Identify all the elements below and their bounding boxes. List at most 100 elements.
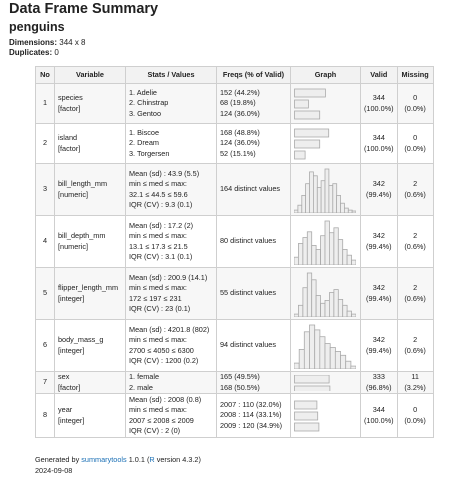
variable-name: species	[58, 93, 83, 102]
histogram-bar	[328, 184, 334, 213]
duplicates-line: Duplicates: 0	[9, 48, 59, 57]
stats-line: 172 ≤ 197 ≤ 231	[129, 293, 182, 303]
variable-name: bill_length_mm	[58, 179, 108, 188]
graph-cell	[290, 393, 361, 438]
stats-line: IQR (CV) : 2 (0)	[129, 426, 181, 435]
histogram-bar	[297, 204, 303, 213]
row-number: 4	[35, 215, 55, 268]
histogram-bar	[302, 286, 308, 317]
valid-count: 344	[372, 93, 385, 102]
frequency-bars	[294, 128, 330, 159]
stats-cell: Mean (sd) : 4201.8 (802) min ≤ med ≤ max:…	[125, 319, 217, 372]
freqs-cell: 55 distinct values	[216, 267, 291, 320]
freq-bar	[294, 411, 319, 420]
histogram-bar	[320, 179, 326, 213]
missing-count: 11	[411, 372, 419, 381]
graph-cell	[290, 319, 361, 372]
stats-line: min ≤ med ≤ max:	[129, 335, 187, 344]
histogram-bar	[305, 182, 310, 213]
missing-percent: (0.6%)	[404, 189, 426, 199]
histogram-bar	[315, 248, 321, 265]
variable-cell: body_mass_g [integer]	[54, 319, 126, 372]
version-text: 1.0.1 (	[126, 455, 150, 464]
histogram-bar	[351, 313, 356, 317]
variable-name: flipper_length_mm	[58, 283, 119, 292]
missing-count: 0	[413, 133, 418, 142]
table-body: 1 species [factor] 1. Adelie 2. Chinstrap 3. …	[35, 83, 434, 438]
missing-count: 0	[413, 405, 418, 414]
valid-count: 342	[372, 179, 385, 188]
freqs-line: 168 (50.5%)	[220, 382, 260, 392]
stats-line: 3. Gentoo	[129, 108, 162, 118]
stats-line: 3. Torgersen	[129, 148, 170, 158]
stats-line: IQR (CV) : 1200 (0.2)	[129, 356, 199, 365]
missing-cell: 2 (0.6%)	[396, 267, 434, 320]
histogram-bar	[311, 278, 317, 317]
missing-percent: (3.2%)	[404, 382, 426, 392]
histogram-bar	[329, 346, 336, 369]
variable-cell: year [integer]	[54, 393, 126, 438]
freqs-line: 68 (19.8%)	[220, 98, 256, 108]
freq-bar	[294, 139, 321, 148]
histogram-bar	[324, 168, 330, 213]
missing-cell: 0 (0.0%)	[396, 83, 434, 124]
variable-type: [factor]	[58, 143, 81, 153]
stats-line: Mean (sd) : 17.2 (2)	[129, 220, 194, 230]
missing-count: 2	[413, 283, 418, 292]
variable-cell: species [factor]	[54, 83, 126, 124]
histogram-bar	[312, 174, 318, 213]
stats-line: IQR (CV) : 9.3 (0.1)	[129, 200, 193, 209]
missing-count: 2	[413, 179, 418, 188]
histogram-bar	[306, 272, 313, 317]
r-link[interactable]: R	[149, 455, 155, 464]
histogram-bar	[351, 210, 356, 213]
valid-count: 344	[372, 405, 385, 414]
stats-line: 1. female	[129, 372, 160, 381]
stats-line: 13.1 ≤ 17.3 ≤ 21.5	[129, 241, 188, 251]
variable-cell: bill_length_mm [numeric]	[54, 163, 126, 216]
variable-cell: sex [factor]	[54, 371, 126, 394]
freqs-line: 80 distinct values	[220, 236, 276, 246]
valid-cell: 342 (99.4%)	[360, 163, 398, 216]
valid-count: 344	[372, 133, 385, 142]
summarytools-link[interactable]: summarytools	[81, 455, 127, 464]
stats-line: min ≤ med ≤ max:	[129, 283, 187, 292]
generated-prefix: Generated by	[35, 455, 82, 464]
missing-percent: (0.6%)	[404, 241, 426, 251]
stats-cell: Mean (sd) : 17.2 (2) min ≤ med ≤ max: 13.1…	[125, 215, 217, 268]
header-stats: Stats / Values	[125, 66, 217, 84]
generated-date: 2024-09-08	[35, 466, 73, 475]
missing-count: 2	[413, 231, 418, 240]
freq-bar	[294, 150, 306, 159]
frequency-bars	[294, 400, 320, 431]
graph-cell	[290, 163, 361, 216]
stats-cell: Mean (sd) : 200.9 (14.1) min ≤ med ≤ max:…	[125, 267, 217, 320]
stats-line: Mean (sd) : 43.9 (5.5)	[129, 168, 200, 178]
stats-cell: 1. Biscoe 2. Dream 3. Torgersen	[125, 123, 217, 164]
valid-percent: (99.4%)	[366, 345, 392, 355]
variable-name: year	[58, 405, 73, 414]
freq-bar	[294, 110, 321, 119]
histogram-bar	[342, 248, 348, 265]
valid-percent: (99.4%)	[366, 293, 392, 303]
freqs-cell: 2007 : 110 (32.0%) 2008 : 114 (33.1%) 2009…	[216, 393, 291, 438]
valid-cell: 344 (100.0%)	[360, 393, 398, 438]
variable-type: [integer]	[58, 345, 85, 355]
graph-cell	[290, 371, 361, 394]
duplicates-label: Duplicates:	[9, 48, 53, 57]
histogram-bar	[306, 230, 313, 265]
freqs-cell: 152 (44.2%) 68 (19.8%) 124 (36.0%)	[216, 83, 291, 124]
page-title: Data Frame Summary	[9, 1, 159, 17]
stats-cell: Mean (sd) : 2008 (0.8) min ≤ med ≤ max: 20…	[125, 393, 217, 438]
missing-cell: 2 (0.6%)	[396, 319, 434, 372]
stats-line: 2700 ≤ 4050 ≤ 6300	[129, 345, 194, 355]
histogram-bar	[302, 236, 308, 265]
histogram-bar	[347, 209, 353, 213]
stats-line: 1. Biscoe	[129, 127, 160, 137]
dimensions-value: 344 x 8	[59, 38, 86, 47]
valid-percent: (100.0%)	[364, 143, 394, 153]
frequency-bars	[294, 88, 326, 119]
histogram-bar	[351, 259, 356, 265]
stats-line: 2. Chinstrap	[129, 98, 169, 108]
valid-cell: 333 (96.8%)	[360, 371, 398, 394]
